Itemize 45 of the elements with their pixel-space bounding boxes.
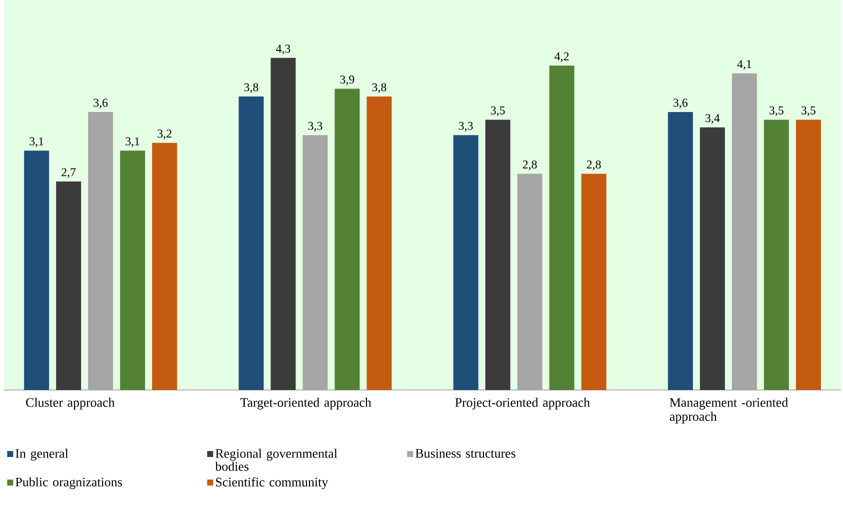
x-tick-label: Management -oriented approach (670, 398, 788, 424)
bar (581, 174, 606, 390)
bar (668, 112, 693, 390)
bar (56, 181, 82, 390)
bar (120, 150, 146, 390)
data-label: 4,1 (737, 60, 752, 70)
data-label: 3,4 (706, 114, 720, 124)
data-label: 2,7 (62, 168, 76, 178)
bar (453, 135, 478, 390)
data-label: 3,5 (770, 106, 784, 116)
bar (152, 142, 178, 390)
data-label: 3,9 (340, 76, 354, 86)
bar (270, 58, 296, 390)
legend-label: Public oragnizations (16, 477, 122, 490)
data-label: 4,3 (276, 44, 290, 54)
x-tick-label: Cluster approach (26, 398, 115, 410)
bar (700, 127, 725, 390)
data-label: 3,8 (244, 83, 258, 94)
bar (796, 120, 821, 390)
data-label: 3,2 (158, 130, 172, 140)
data-label: 3,6 (674, 98, 688, 108)
data-label: 3,3 (308, 122, 322, 132)
data-label: 3,5 (490, 106, 505, 116)
bar (485, 120, 510, 390)
data-label: 3,5 (802, 106, 816, 116)
legend-label: Scientific community (216, 477, 328, 490)
data-label: 3,1 (126, 137, 140, 148)
data-label: 4,2 (554, 52, 569, 62)
bar (334, 88, 360, 390)
bar (24, 150, 50, 390)
bar (549, 66, 574, 390)
x-tick-label: Project-oriented approach (455, 398, 590, 410)
bar (238, 96, 264, 390)
data-label: 3,6 (94, 98, 108, 108)
data-label: 2,8 (586, 160, 601, 170)
legend-label: Regional governmental bodies (215, 448, 338, 471)
data-label: 3,1 (30, 137, 44, 148)
data-label: 3,8 (372, 83, 386, 94)
data-label: 3,3 (458, 122, 473, 132)
data-label: 2,8 (522, 160, 537, 170)
legend-label: Business structures (416, 448, 516, 458)
legend-label: In general (16, 448, 68, 461)
bar (764, 120, 789, 390)
x-tick-label: Target-oriented approach (240, 398, 372, 410)
bar (366, 96, 392, 390)
